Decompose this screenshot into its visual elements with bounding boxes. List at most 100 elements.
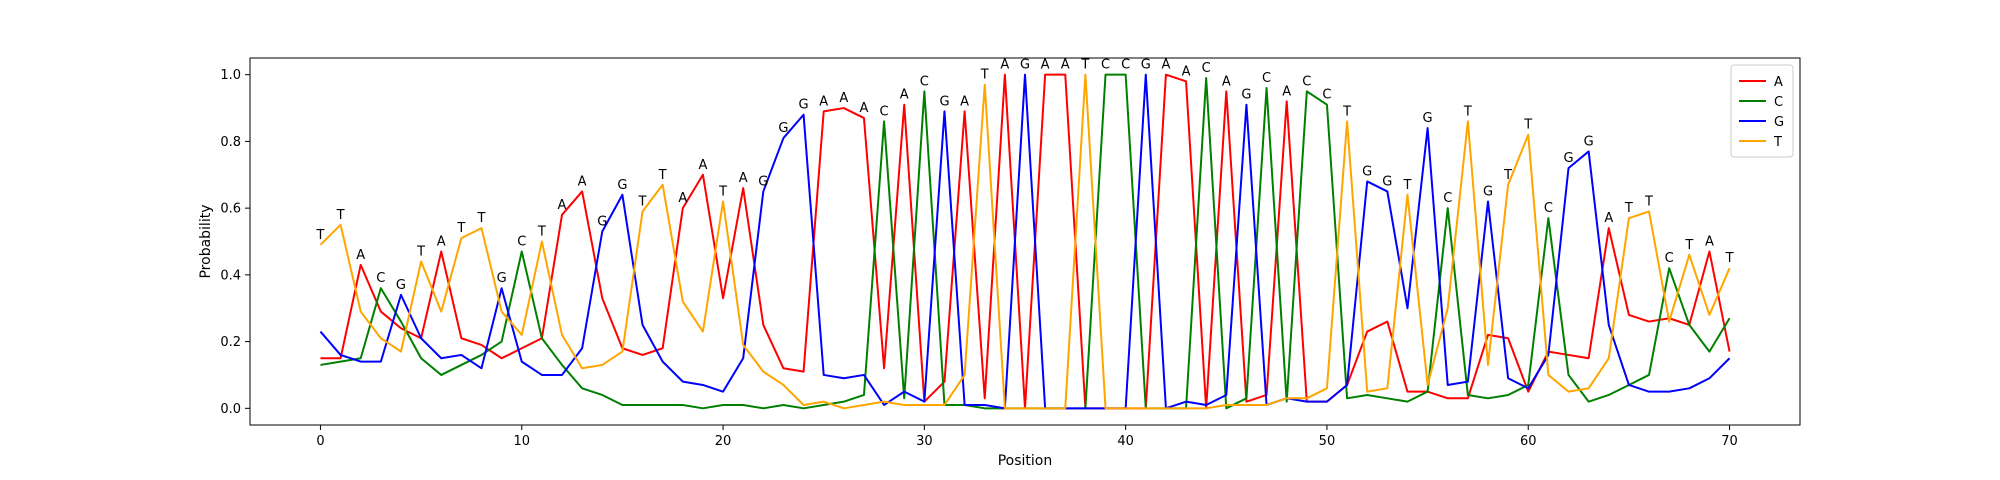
consensus-label: A <box>558 198 567 213</box>
consensus-label: G <box>1020 58 1030 73</box>
consensus-label: T <box>1342 104 1351 119</box>
consensus-label: C <box>1302 74 1311 89</box>
consensus-label: A <box>960 94 969 109</box>
consensus-label: G <box>1563 151 1573 166</box>
consensus-label: G <box>1423 111 1433 126</box>
consensus-label: A <box>1282 84 1291 99</box>
x-axis-title: Position <box>998 453 1053 469</box>
consensus-label: C <box>1121 58 1130 73</box>
consensus-label: G <box>778 121 788 136</box>
x-tick-label: 40 <box>1117 434 1134 449</box>
y-tick-label: 0.0 <box>220 402 241 417</box>
consensus-label: G <box>497 271 507 286</box>
consensus-label: A <box>900 88 909 103</box>
y-axis-title: Probability <box>198 204 214 278</box>
consensus-label: C <box>1322 88 1331 103</box>
x-tick-label: 30 <box>916 434 933 449</box>
consensus-label: G <box>799 98 809 113</box>
legend-box <box>1730 64 1794 158</box>
consensus-label: C <box>880 104 889 119</box>
legend-label-c: C <box>1774 95 1783 110</box>
consensus-label: T <box>1080 58 1089 73</box>
legend-label-a: A <box>1774 75 1783 90</box>
consensus-label: T <box>1463 104 1472 119</box>
x-tick-label: 0 <box>316 434 324 449</box>
consensus-label: A <box>1000 58 1009 73</box>
consensus-label: A <box>356 248 365 263</box>
legend-label-t: T <box>1773 135 1782 150</box>
consensus-label: T <box>638 194 647 209</box>
consensus-label: G <box>758 174 768 189</box>
consensus-label: G <box>1362 164 1372 179</box>
x-tick-label: 70 <box>1721 434 1738 449</box>
series-line-g <box>319 73 1731 410</box>
x-axis: 0 10 20 30 40 50 60 70 <box>316 425 1738 449</box>
consensus-label: T <box>980 68 989 83</box>
consensus-label: G <box>1141 58 1151 73</box>
consensus-label: T <box>1624 201 1633 216</box>
series-line-t <box>319 73 1731 410</box>
consensus-label: A <box>1182 64 1191 79</box>
series-lines <box>319 73 1731 410</box>
consensus-label: A <box>1061 58 1070 73</box>
consensus-label: C <box>1262 71 1271 86</box>
consensus-label: T <box>456 221 465 236</box>
consensus-label: A <box>819 94 828 109</box>
x-tick-label: 20 <box>715 434 732 449</box>
consensus-label: T <box>537 225 546 240</box>
plot-frame <box>249 57 1801 426</box>
y-tick-label: 0.2 <box>220 335 241 350</box>
consensus-label: T <box>1644 194 1653 209</box>
consensus-label: C <box>1544 201 1553 216</box>
consensus-label: G <box>617 178 627 193</box>
consensus-label: G <box>939 94 949 109</box>
consensus-label: A <box>739 171 748 186</box>
consensus-label: C <box>376 271 385 286</box>
y-tick-label: 0.6 <box>220 202 241 217</box>
consensus-label: C <box>920 74 929 89</box>
consensus-label: T <box>1725 251 1734 266</box>
consensus-label: T <box>315 228 324 243</box>
consensus-label: A <box>839 91 848 106</box>
consensus-label: T <box>477 211 486 226</box>
consensus-label: T <box>658 168 667 183</box>
consensus-label: G <box>1584 134 1594 149</box>
consensus-label: C <box>517 235 526 250</box>
y-tick-label: 0.8 <box>220 135 241 150</box>
consensus-label: A <box>1041 58 1050 73</box>
consensus-label: C <box>1202 61 1211 76</box>
consensus-label: G <box>597 214 607 229</box>
consensus-label: A <box>1705 235 1714 250</box>
consensus-label: T <box>1684 238 1693 253</box>
consensus-label: A <box>698 158 707 173</box>
x-tick-label: 50 <box>1319 434 1336 449</box>
consensus-label: A <box>578 174 587 189</box>
consensus-label: A <box>678 191 687 206</box>
consensus-label: T <box>718 184 727 199</box>
consensus-label: C <box>1443 191 1452 206</box>
y-tick-label: 1.0 <box>220 68 241 83</box>
consensus-label: C <box>1101 58 1110 73</box>
x-tick-label: 10 <box>513 434 530 449</box>
consensus-label: C <box>1665 251 1674 266</box>
consensus-label: T <box>1503 168 1512 183</box>
consensus-label: G <box>1241 88 1251 103</box>
consensus-label: G <box>396 278 406 293</box>
consensus-label: T <box>336 208 345 223</box>
consensus-label: G <box>1382 174 1392 189</box>
consensus-label: T <box>416 245 425 260</box>
consensus-label: T <box>1402 178 1411 193</box>
consensus-label: A <box>437 235 446 250</box>
y-tick-label: 0.4 <box>220 268 241 283</box>
consensus-label: A <box>1161 58 1170 73</box>
consensus-label: G <box>1483 184 1493 199</box>
consensus-label: A <box>1604 211 1613 226</box>
legend-label-g: G <box>1774 115 1784 130</box>
y-axis: 0.0 0.2 0.4 0.6 0.8 1.0 <box>220 68 250 417</box>
consensus-label: T <box>1523 118 1532 133</box>
x-tick-label: 60 <box>1520 434 1537 449</box>
